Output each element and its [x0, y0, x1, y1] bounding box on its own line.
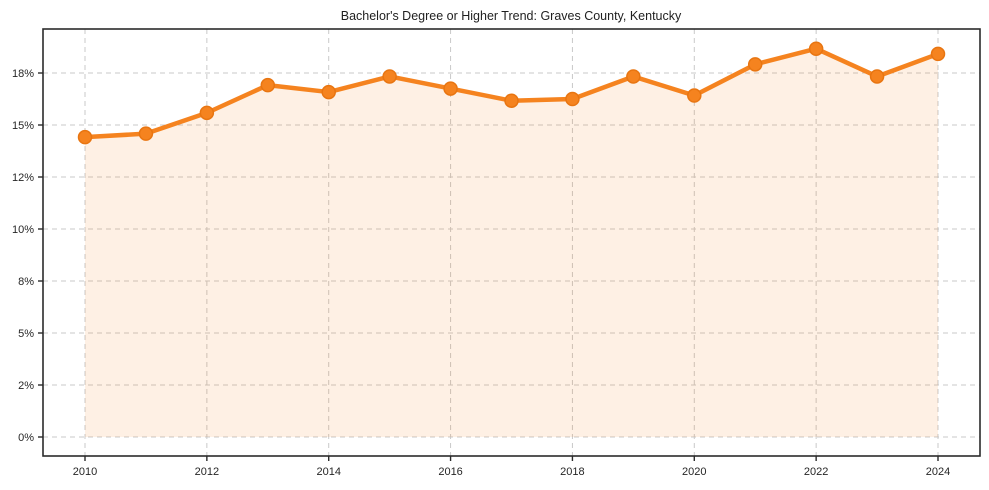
area-fill-layer — [85, 48, 938, 437]
y-tick-label-10: 10% — [12, 224, 34, 236]
y-tick-label-15: 15% — [12, 120, 34, 132]
area-fill — [85, 48, 938, 437]
x-tick-label-2012: 2012 — [195, 466, 219, 478]
data-point-2022 — [808, 41, 824, 56]
plot-border-layer — [42, 28, 981, 457]
data-point-2020 — [687, 88, 702, 103]
data-points-layer — [77, 41, 946, 145]
y-tick-label-5: 5% — [18, 328, 34, 340]
data-point-2023 — [869, 69, 885, 84]
x-tick-label-2018: 2018 — [560, 466, 584, 478]
x-tick-label-2020: 2020 — [682, 466, 706, 478]
axis-ticks-layer — [38, 72, 939, 461]
y-tick-label-12: 12% — [12, 172, 34, 184]
y-tick-label-0: 0% — [18, 432, 34, 444]
x-tick-label-2016: 2016 — [438, 466, 462, 478]
data-point-2012 — [199, 105, 215, 121]
y-tick-label-2: 2% — [18, 380, 34, 392]
y-tick-label-8: 8% — [18, 276, 34, 288]
data-point-2014 — [321, 84, 336, 100]
x-tick-label-2014: 2014 — [316, 466, 340, 478]
data-point-2011 — [138, 126, 154, 141]
chart-title: Bachelor's Degree or Higher Trend: Grave… — [341, 9, 682, 23]
axis-labels-layer: 18% 15% 12% 10% 8% 5% 2% 0% 2010 2012 2014 2016 2018… — [12, 68, 950, 478]
plot-border — [42, 28, 981, 457]
x-tick-label-2022: 2022 — [804, 466, 828, 478]
data-point-2015 — [382, 69, 397, 84]
x-tick-label-2010: 2010 — [73, 466, 97, 478]
data-point-2018 — [565, 91, 580, 107]
x-tick-label-2024: 2024 — [926, 466, 950, 478]
data-point-2013 — [260, 77, 276, 93]
data-point-2010 — [77, 129, 93, 145]
data-point-2017 — [504, 93, 519, 108]
data-point-2021 — [747, 57, 763, 72]
y-tick-label-18: 18% — [12, 68, 34, 80]
data-point-2024 — [930, 46, 946, 62]
data-point-2016 — [443, 81, 458, 96]
gridlines — [43, 29, 980, 456]
data-point-2019 — [626, 69, 641, 84]
